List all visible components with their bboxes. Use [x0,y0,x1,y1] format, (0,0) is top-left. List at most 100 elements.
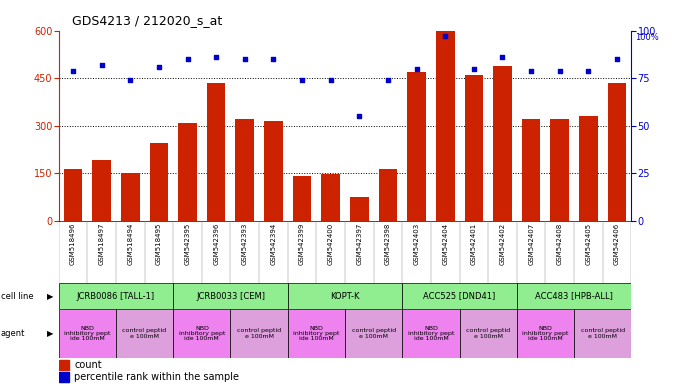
Bar [92,160,111,221]
Bar [436,31,455,221]
Text: GSM542407: GSM542407 [528,223,534,265]
Text: GSM542403: GSM542403 [413,223,420,265]
Text: GSM542401: GSM542401 [471,223,477,265]
Point [611,56,622,62]
Bar [345,309,402,358]
Point [583,68,594,74]
Point [210,54,221,60]
Text: ▶: ▶ [47,329,54,338]
Text: GSM542400: GSM542400 [328,223,334,265]
Bar [551,119,569,221]
Bar [59,283,173,309]
Text: ACC483 [HPB-ALL]: ACC483 [HPB-ALL] [535,291,613,301]
Bar [264,121,283,221]
Text: GSM518495: GSM518495 [156,223,162,265]
Bar [230,309,288,358]
Text: GSM542395: GSM542395 [184,223,190,265]
Bar [288,283,402,309]
Point [440,33,451,40]
Text: GSM542404: GSM542404 [442,223,448,265]
Text: GSM542405: GSM542405 [585,223,591,265]
Text: JCRB0086 [TALL-1]: JCRB0086 [TALL-1] [77,291,155,301]
Bar [178,122,197,221]
Text: GSM518494: GSM518494 [127,223,133,265]
Text: GSM542406: GSM542406 [614,223,620,265]
Bar [402,309,460,358]
Bar [207,83,226,221]
Bar [522,119,540,221]
Bar [59,372,69,382]
Text: GSM518497: GSM518497 [99,223,105,265]
Bar [235,119,254,221]
Point [469,66,480,72]
Bar [517,283,631,309]
Text: ACC525 [DND41]: ACC525 [DND41] [424,291,495,301]
Text: cell line: cell line [1,291,33,301]
Point [554,68,565,74]
Bar [59,309,116,358]
Point [68,68,79,74]
Bar [350,197,368,221]
Bar [407,72,426,221]
Text: NBD
inhibitory pept
ide 100mM: NBD inhibitory pept ide 100mM [408,326,454,341]
Text: GSM542396: GSM542396 [213,223,219,265]
Text: count: count [75,360,102,370]
Text: GSM542397: GSM542397 [356,223,362,265]
Bar [322,174,340,221]
Text: GSM518496: GSM518496 [70,223,76,265]
Bar [173,283,288,309]
Text: GSM542402: GSM542402 [500,223,506,265]
Text: GSM542398: GSM542398 [385,223,391,265]
Point [153,64,164,70]
Point [268,56,279,62]
Bar [460,309,517,358]
Bar [574,309,631,358]
Text: GDS4213 / 212020_s_at: GDS4213 / 212020_s_at [72,14,223,27]
Text: control peptid
e 100mM: control peptid e 100mM [237,328,281,339]
Bar [579,116,598,221]
Point [497,54,508,60]
Bar [608,83,627,221]
Bar [121,173,139,221]
Text: GSM542399: GSM542399 [299,223,305,265]
Text: control peptid
e 100mM: control peptid e 100mM [466,328,510,339]
Text: NBD
inhibitory pept
ide 100mM: NBD inhibitory pept ide 100mM [293,326,339,341]
Bar [173,309,230,358]
Text: GSM542393: GSM542393 [241,223,248,265]
Text: NBD
inhibitory pept
ide 100mM: NBD inhibitory pept ide 100mM [64,326,110,341]
Point [411,66,422,72]
Bar [517,309,574,358]
Text: agent: agent [1,329,25,338]
Text: NBD
inhibitory pept
ide 100mM: NBD inhibitory pept ide 100mM [522,326,569,341]
Point [354,113,365,119]
Text: KOPT-K: KOPT-K [331,291,359,301]
Text: percentile rank within the sample: percentile rank within the sample [75,372,239,382]
Text: GSM542408: GSM542408 [557,223,563,265]
Bar [293,177,311,221]
Text: GSM542394: GSM542394 [270,223,277,265]
Bar [493,66,512,221]
Point [182,56,193,62]
Point [382,77,393,83]
Point [325,77,336,83]
Text: control peptid
e 100mM: control peptid e 100mM [123,328,166,339]
Text: NBD
inhibitory pept
ide 100mM: NBD inhibitory pept ide 100mM [179,326,225,341]
Text: ▶: ▶ [47,291,54,301]
Point [96,62,107,68]
Bar [288,309,345,358]
Bar [150,143,168,221]
Text: control peptid
e 100mM: control peptid e 100mM [581,328,624,339]
Point [526,68,537,74]
Bar [379,169,397,221]
Point [125,77,136,83]
Text: control peptid
e 100mM: control peptid e 100mM [352,328,395,339]
Point [239,56,250,62]
Bar [464,75,483,221]
Bar [63,169,82,221]
Text: JCRB0033 [CEM]: JCRB0033 [CEM] [196,291,265,301]
Bar [402,283,517,309]
Bar [116,309,173,358]
Point [297,77,308,83]
Text: 100%: 100% [635,33,658,41]
Bar [59,360,69,370]
